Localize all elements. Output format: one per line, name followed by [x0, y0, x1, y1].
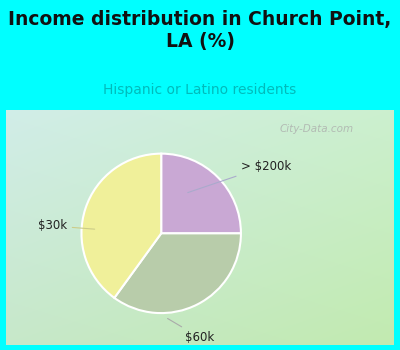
Wedge shape — [82, 154, 161, 298]
Text: Hispanic or Latino residents: Hispanic or Latino residents — [103, 83, 297, 97]
Wedge shape — [114, 233, 241, 313]
Text: $30k: $30k — [38, 219, 95, 232]
Text: > $200k: > $200k — [188, 160, 291, 192]
Text: City-Data.com: City-Data.com — [279, 124, 354, 134]
Wedge shape — [161, 154, 241, 233]
Text: Income distribution in Church Point,
LA (%): Income distribution in Church Point, LA … — [8, 10, 392, 51]
Text: $60k: $60k — [168, 318, 214, 344]
